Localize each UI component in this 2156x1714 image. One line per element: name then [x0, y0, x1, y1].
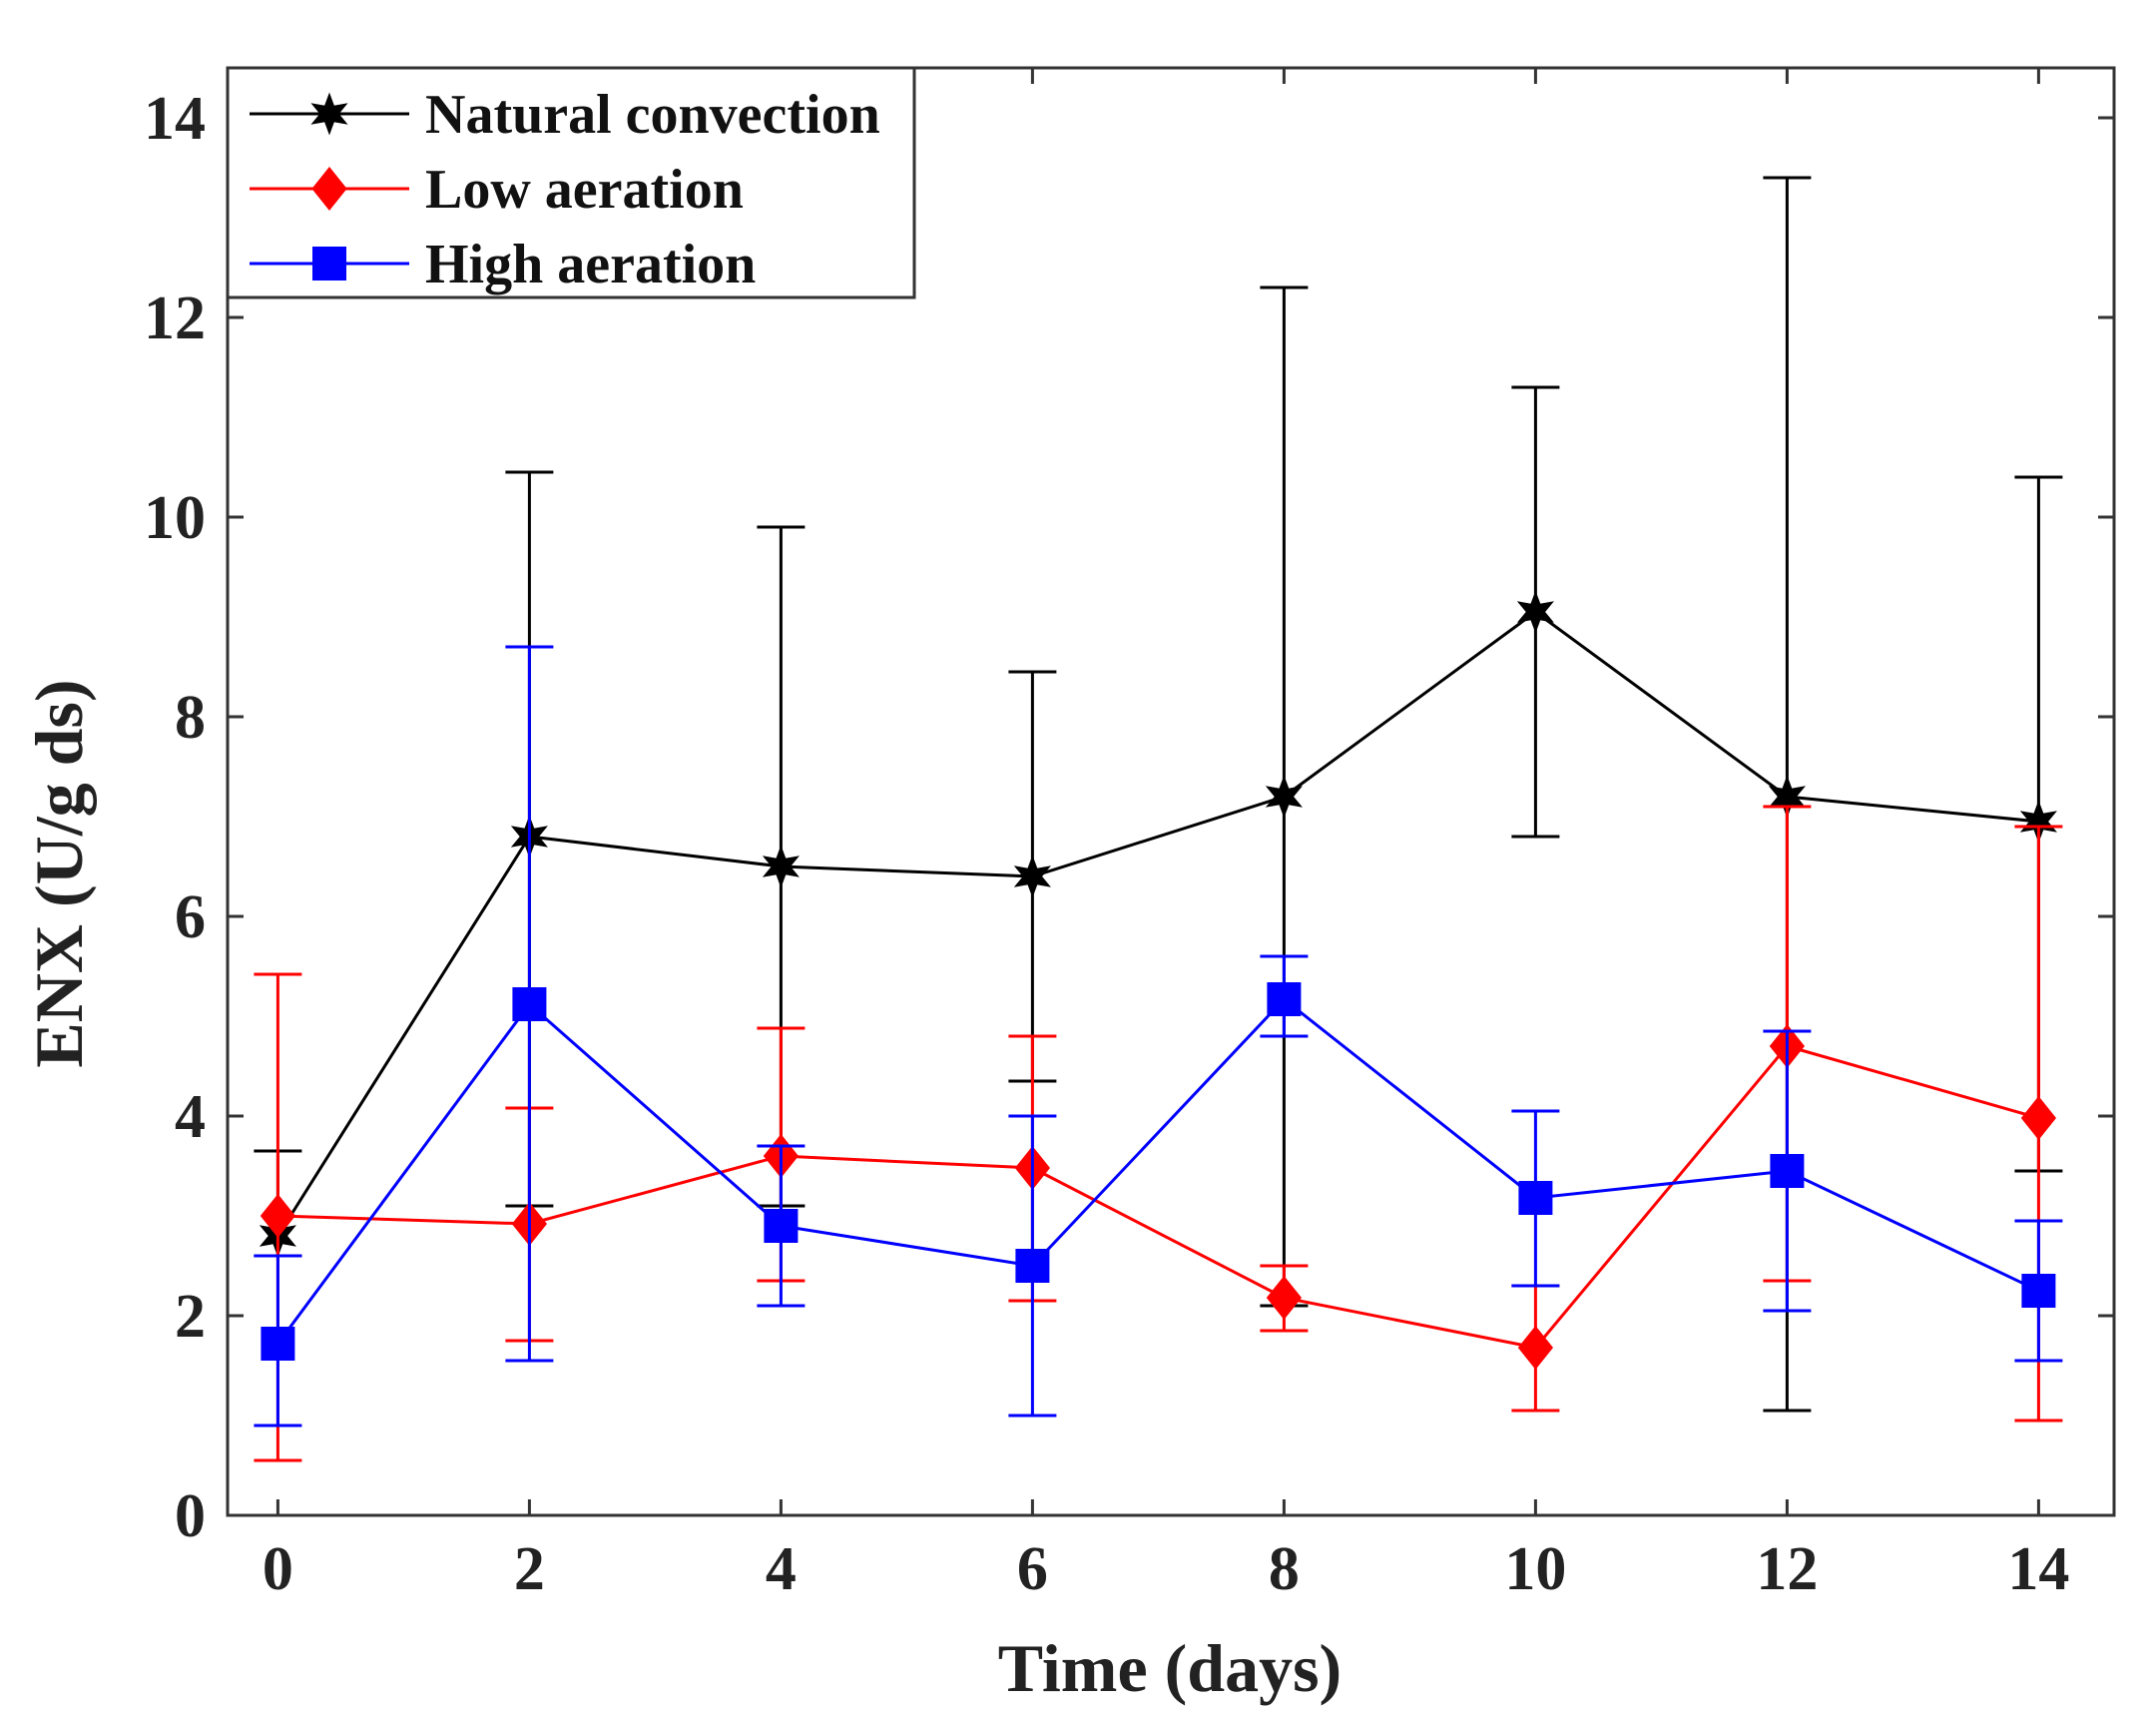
x-tick-label: 4	[766, 1535, 797, 1603]
high-aeration-point	[1267, 982, 1302, 1016]
legend-label-low-aeration: Low aeration	[425, 159, 744, 221]
natural-convection-point	[1265, 775, 1303, 819]
legend: Natural convection Low aeration High aerat…	[226, 66, 916, 299]
low-aeration-point	[260, 1194, 295, 1238]
y-tick-label: 10	[144, 484, 206, 552]
legend-label-high-aeration: High aeration	[425, 234, 756, 295]
high-aeration-point	[1770, 1154, 1805, 1188]
x-tick-label: 8	[1269, 1535, 1300, 1603]
plot-frame	[226, 66, 2116, 1517]
legend-marker-low-aeration	[311, 167, 347, 211]
natural-convection-line	[276, 610, 2039, 1237]
low-aeration-point	[1266, 1276, 1302, 1320]
y-tick-label: 0	[175, 1482, 206, 1550]
high-aeration-point	[261, 1327, 295, 1361]
high-aeration-point	[764, 1209, 799, 1243]
high-aeration-line	[276, 996, 2040, 1345]
x-tick-label: 10	[1504, 1535, 1566, 1603]
high-aeration-point	[1015, 1249, 1050, 1283]
y-tick-label: 2	[175, 1283, 206, 1351]
legend-label-natural-convection: Natural convection	[425, 84, 880, 146]
legend-marker-natural-convection	[310, 92, 348, 136]
low-aeration-line	[277, 1044, 2039, 1350]
y-axis-label: ENX (U/g ds)	[21, 679, 97, 1067]
y-tick-label: 12	[144, 285, 206, 352]
natural-convection-point	[1516, 590, 1554, 634]
y-tick-label: 8	[175, 684, 206, 752]
high-aeration-point	[1518, 1181, 1553, 1215]
x-tick-label: 2	[514, 1535, 545, 1603]
x-axis-label: Time (days)	[998, 1630, 1342, 1706]
high-aeration-point	[512, 987, 547, 1021]
y-tick-label: 4	[175, 1083, 206, 1151]
x-tick-label: 14	[2007, 1535, 2069, 1603]
legend-marker-high-aeration	[312, 247, 346, 281]
natural-convection-point	[1013, 855, 1051, 898]
low-aeration-point	[1517, 1326, 1553, 1370]
natural-convection-point	[762, 845, 800, 888]
high-aeration-point	[2021, 1274, 2056, 1308]
y-tick-label: 6	[175, 883, 206, 951]
x-tick-label: 0	[263, 1535, 293, 1603]
y-tick-label: 14	[144, 85, 206, 153]
x-tick-label: 6	[1017, 1535, 1048, 1603]
low-aeration-point	[2020, 1096, 2056, 1140]
x-tick-label: 12	[1756, 1535, 1818, 1603]
